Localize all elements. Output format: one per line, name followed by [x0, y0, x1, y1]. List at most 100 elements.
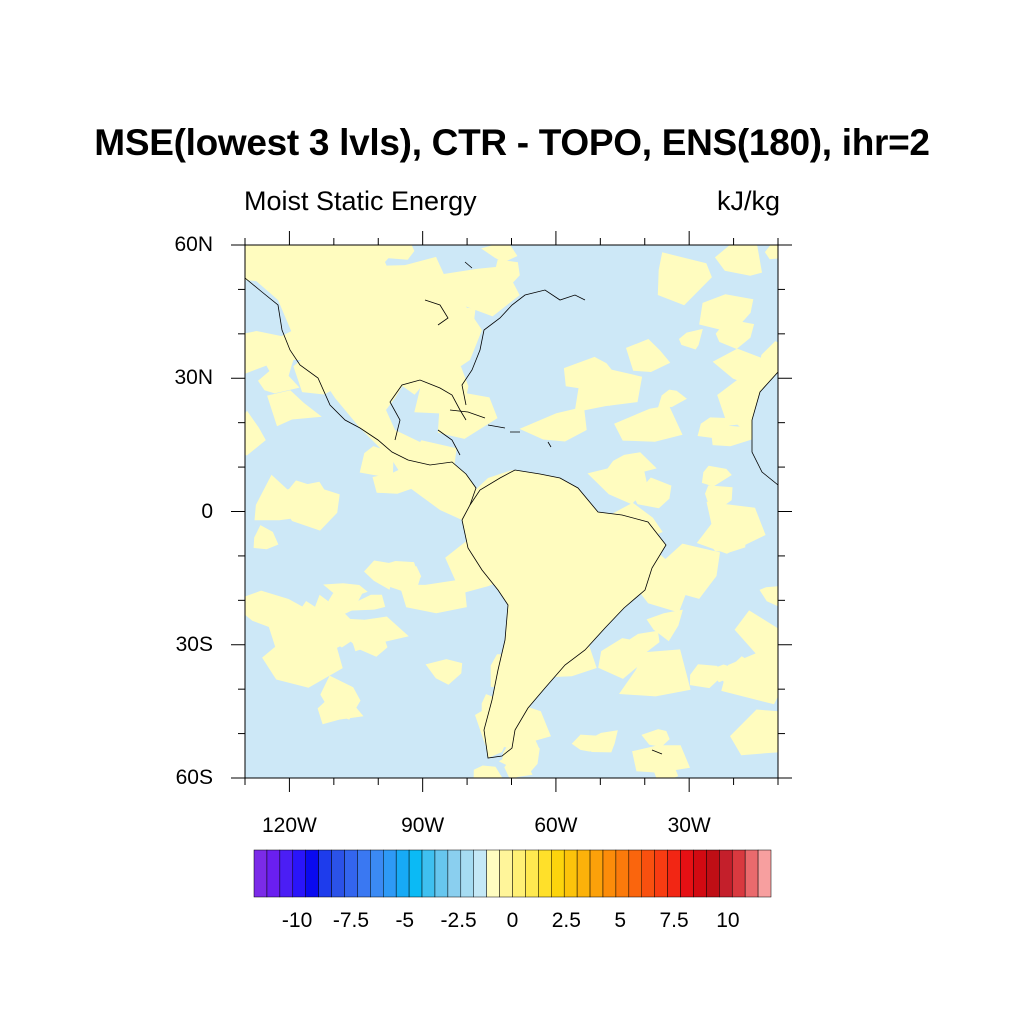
colorbar-swatch [719, 849, 733, 898]
positive-anomaly-patch [633, 477, 672, 509]
positive-anomaly-patch [758, 341, 778, 376]
colorbar-swatch [744, 849, 759, 898]
positive-anomaly-patch [632, 745, 690, 773]
colorbar-swatch [460, 849, 474, 898]
positive-anomaly-patch [473, 765, 503, 778]
positive-anomaly-patch [699, 294, 754, 333]
positive-anomaly-patch [519, 406, 587, 442]
plot-title: MSE(lowest 3 lvls), CTR - TOPO, ENS(180)… [94, 122, 930, 163]
positive-anomaly-patch [323, 583, 368, 600]
colorbar-tick-label: -2.5 [440, 909, 477, 932]
coastline-gulf [389, 379, 467, 456]
colorbar-swatch [563, 849, 578, 898]
colorbar-swatch [499, 849, 513, 898]
positive-anomaly-patch [364, 560, 398, 590]
land-south-america [462, 470, 666, 758]
positive-anomaly-patch [720, 656, 767, 693]
positive-anomaly-patch [344, 616, 409, 652]
positive-anomaly-patch [646, 609, 683, 642]
colorbar-tick-label: 2.5 [551, 909, 581, 932]
units-label: kJ/kg [716, 186, 780, 216]
positive-anomaly-patch [321, 593, 363, 619]
colorbar-swatch [628, 849, 643, 898]
colorbar-swatch [486, 849, 500, 898]
colorbar-swatch [331, 849, 345, 898]
lon-tick-label: 30W [667, 814, 711, 837]
coastline-north-america [245, 277, 477, 521]
colorbar-swatch [602, 849, 617, 898]
positive-anomaly-patch [563, 356, 622, 391]
positive-anomaly-patch [245, 410, 266, 456]
colorbar-swatch [706, 849, 720, 898]
colorbar-swatch [512, 849, 526, 898]
positive-anomaly-patch [614, 405, 683, 442]
positive-anomaly-patch [603, 452, 657, 476]
colorbar-swatch [383, 849, 397, 898]
colorbar-swatch [731, 849, 746, 898]
colorbar-swatch [279, 849, 294, 898]
colorbar-swatch [421, 849, 436, 898]
lon-tick-label: 120W [261, 814, 317, 837]
land-north-america [245, 245, 482, 520]
lat-tick-label: 30N [174, 366, 213, 390]
coastline-south-america [461, 469, 667, 759]
colorbar-swatch [576, 849, 591, 898]
colorbar-swatch [344, 849, 358, 898]
colorbar-swatch [266, 849, 281, 898]
colorbar-tick-label: 10 [716, 909, 740, 932]
positive-anomaly-patch [431, 266, 520, 317]
mse-field [245, 245, 778, 778]
colorbar-swatch [408, 849, 423, 898]
positive-anomaly-patch [258, 370, 300, 394]
positive-anomaly-patch [641, 729, 670, 747]
positive-anomaly-patch [571, 734, 605, 752]
positive-anomaly-patch [245, 331, 295, 374]
lat-tick-label: 60N [174, 233, 213, 256]
positive-anomaly-patch [475, 282, 503, 306]
positive-anomaly-patch [759, 586, 778, 607]
colorbar [253, 849, 772, 898]
positive-anomaly-patch [320, 675, 361, 720]
positive-anomaly-patch [657, 389, 687, 408]
lat-tick-label: 60S [175, 766, 213, 789]
lat-tick-label: 30S [175, 632, 213, 656]
positive-anomaly-patch [711, 425, 758, 447]
colorbar-swatch [551, 849, 565, 898]
coastline-east-us [461, 289, 586, 406]
positive-anomaly-patch [350, 594, 386, 611]
positive-anomaly-patch [626, 630, 660, 654]
variable-name: Moist Static Energy [244, 186, 477, 216]
colorbar-swatch [589, 849, 604, 898]
colorbar-swatch [305, 849, 319, 898]
colorbar-swatch [680, 849, 694, 898]
positive-anomaly-patch [701, 465, 732, 487]
positive-anomaly-patch [714, 245, 762, 276]
colorbar-tick-label: -7.5 [332, 909, 370, 932]
colorbar-swatch [292, 849, 306, 898]
positive-anomaly-patch [253, 525, 279, 550]
colorbar-swatch [253, 849, 268, 898]
lon-tick-label: 90W [401, 814, 445, 837]
lat-tick-label: 0 [201, 499, 213, 523]
colorbar-swatch [434, 849, 449, 898]
positive-anomaly-patch [678, 328, 703, 350]
colorbar-tick-label: 0 [506, 909, 519, 932]
colorbar-swatch [654, 849, 668, 898]
colorbar-tick-label: 5 [614, 909, 627, 932]
positive-anomaly-patch [764, 245, 778, 260]
colorbar-swatch [447, 849, 462, 898]
positive-anomaly-patch [481, 245, 518, 263]
colorbar-tick-label: -10 [281, 909, 313, 932]
positive-anomaly-patch [254, 474, 304, 521]
positive-anomaly-patch [501, 740, 527, 767]
positive-anomaly-patch [657, 252, 712, 306]
positive-anomaly-patch [734, 610, 778, 672]
land-west-africa [752, 372, 778, 485]
colorbar-tick-label: 7.5 [659, 909, 689, 932]
positive-anomaly-patch [730, 709, 778, 756]
coastline-africa [751, 371, 778, 486]
colorbar-swatch [757, 849, 772, 898]
coastline-caribbean [449, 409, 552, 448]
colorbar-swatch [395, 849, 410, 898]
